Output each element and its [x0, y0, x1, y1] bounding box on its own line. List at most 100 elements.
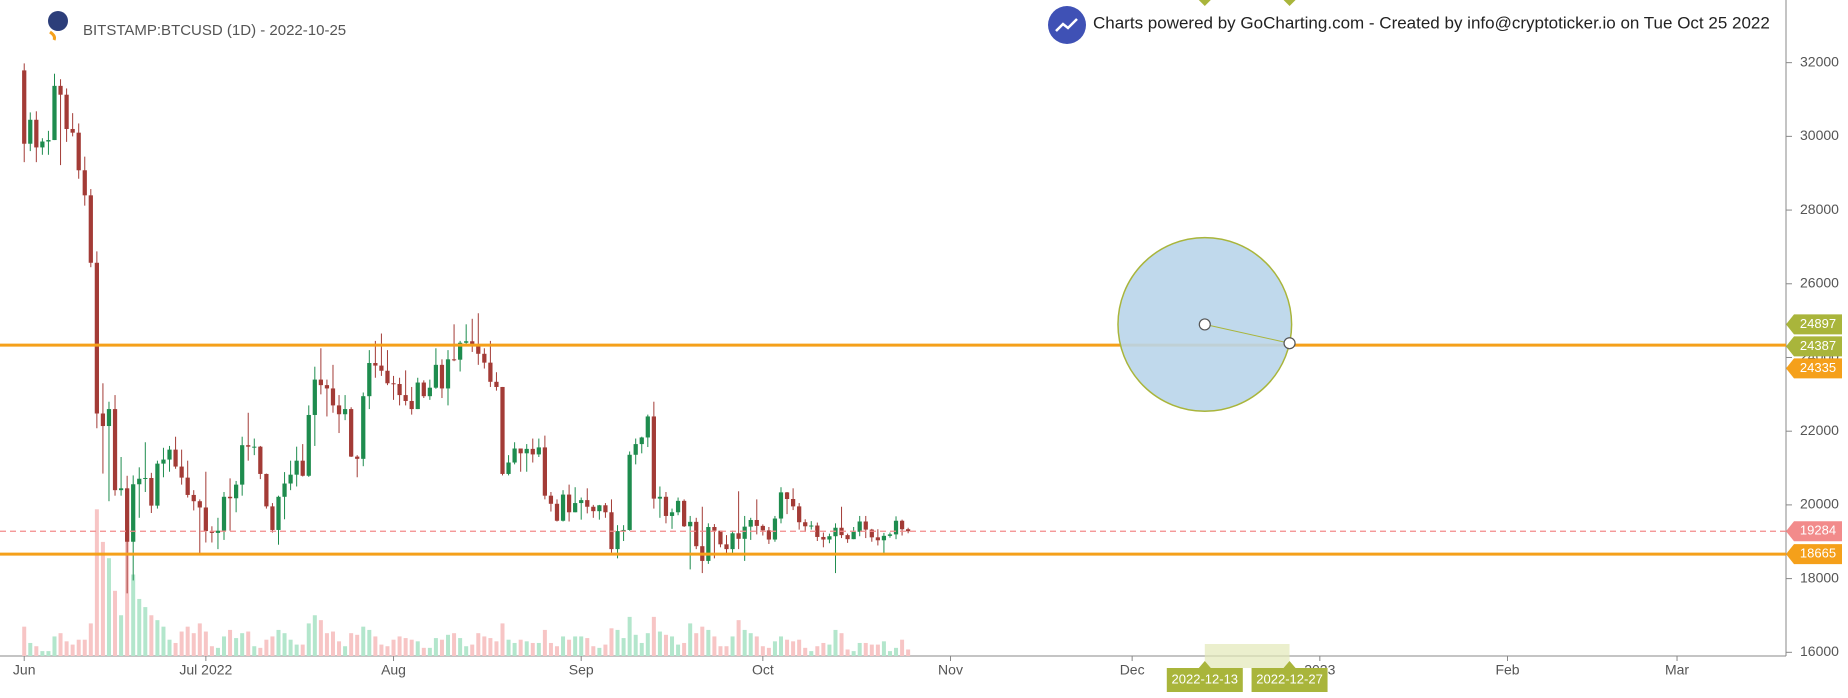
- volume-bar: [809, 651, 814, 656]
- volume-bar: [476, 633, 481, 656]
- candle-body: [355, 456, 360, 459]
- volume-bar: [397, 636, 402, 656]
- volume-bar: [70, 644, 75, 656]
- candle-body: [651, 416, 656, 499]
- x-tick-label: Jul 2022: [179, 662, 232, 678]
- candle-body: [845, 535, 850, 540]
- candle-body: [778, 492, 784, 519]
- candle-body: [451, 359, 457, 361]
- volume-bar: [427, 647, 432, 656]
- candle-body: [482, 353, 487, 363]
- x-tick-label: Jun: [13, 662, 36, 678]
- candle-body: [94, 262, 99, 414]
- volume-bar: [391, 639, 396, 656]
- candle-body: [445, 359, 451, 389]
- volume-bar: [815, 646, 820, 656]
- volume-bar: [633, 634, 638, 656]
- date-label-pointer: [1283, 661, 1296, 668]
- chart-title: BITSTAMP:BTCUSD (1D) - 2022-10-25: [83, 22, 346, 39]
- candle-body: [772, 518, 778, 540]
- volume-bar: [542, 629, 547, 656]
- candle-body: [397, 384, 402, 396]
- volume-bar: [22, 626, 27, 656]
- volume-bar: [361, 626, 366, 656]
- candle-body: [766, 530, 772, 540]
- date-label-box: [1251, 668, 1328, 692]
- x-tick-label: Dec: [1120, 662, 1145, 678]
- volume-bar: [82, 639, 87, 656]
- candle-body: [530, 448, 535, 455]
- volume-bar: [506, 639, 511, 656]
- candle-body: [712, 527, 717, 531]
- volume-bar: [651, 616, 656, 656]
- volume-bar: [609, 628, 614, 656]
- price-label-box: [1786, 544, 1842, 565]
- volume-bar: [28, 642, 33, 656]
- candle-body: [324, 385, 330, 389]
- candle-body: [318, 379, 323, 386]
- candle-body: [46, 140, 51, 142]
- candle-body: [760, 525, 765, 531]
- volume-bar: [318, 620, 323, 656]
- candle-body: [506, 462, 511, 474]
- candle-body: [591, 506, 596, 512]
- candle-body: [227, 496, 233, 499]
- candle-body: [294, 460, 299, 475]
- candle-body: [161, 459, 166, 464]
- volume-bar: [94, 509, 99, 656]
- candle-body: [851, 531, 856, 540]
- candle-body: [246, 445, 251, 447]
- volume-bar: [906, 649, 911, 656]
- volume-bar: [615, 629, 620, 656]
- candle-body: [682, 500, 687, 527]
- volume-bar: [415, 641, 420, 656]
- volume-bar: [179, 631, 184, 656]
- candle-body: [694, 521, 699, 547]
- candle-body: [173, 449, 178, 467]
- volume-bar: [585, 638, 590, 656]
- volume-bar: [700, 626, 705, 656]
- candle-body: [300, 460, 305, 476]
- candle-body: [197, 501, 202, 508]
- x-range-shade: [1204, 644, 1290, 668]
- candle-body: [500, 386, 505, 474]
- candle-body: [58, 85, 63, 95]
- candle-body: [88, 195, 93, 263]
- x-tick-label: Aug: [381, 662, 406, 678]
- candle-body: [427, 387, 432, 397]
- candle-body: [718, 530, 723, 545]
- candle-body: [34, 119, 39, 148]
- brand-arrow: [1055, 18, 1078, 32]
- candle-body: [869, 529, 874, 538]
- candle-body: [112, 409, 118, 491]
- candle-body: [573, 503, 578, 513]
- candle-body: [645, 416, 650, 438]
- candle-body: [458, 342, 463, 360]
- volume-bar: [246, 631, 251, 656]
- candle-body: [40, 141, 45, 148]
- candle-body: [893, 520, 899, 535]
- volume-bar: [191, 633, 196, 656]
- volume-bar: [119, 615, 124, 656]
- price-label-box: [1786, 358, 1842, 379]
- volume-bar: [718, 646, 723, 656]
- candle-body: [155, 463, 160, 506]
- volume-bar: [161, 626, 166, 656]
- volume-bar: [282, 633, 287, 656]
- candle-body: [554, 503, 560, 521]
- volume-bar: [524, 641, 529, 656]
- candle-body: [100, 413, 106, 427]
- candle-body: [118, 488, 124, 491]
- volume-bar: [724, 646, 729, 656]
- candle-body: [403, 395, 408, 401]
- volume-bar: [131, 574, 136, 656]
- candle-body: [803, 522, 808, 527]
- candle-body: [233, 484, 239, 499]
- volume-bar: [663, 634, 668, 656]
- volume-bar: [209, 646, 214, 656]
- candle-body: [22, 70, 27, 144]
- volume-bar: [548, 642, 553, 656]
- volume-bar: [270, 636, 275, 656]
- candle-body: [258, 446, 263, 474]
- volume-bar: [670, 636, 675, 656]
